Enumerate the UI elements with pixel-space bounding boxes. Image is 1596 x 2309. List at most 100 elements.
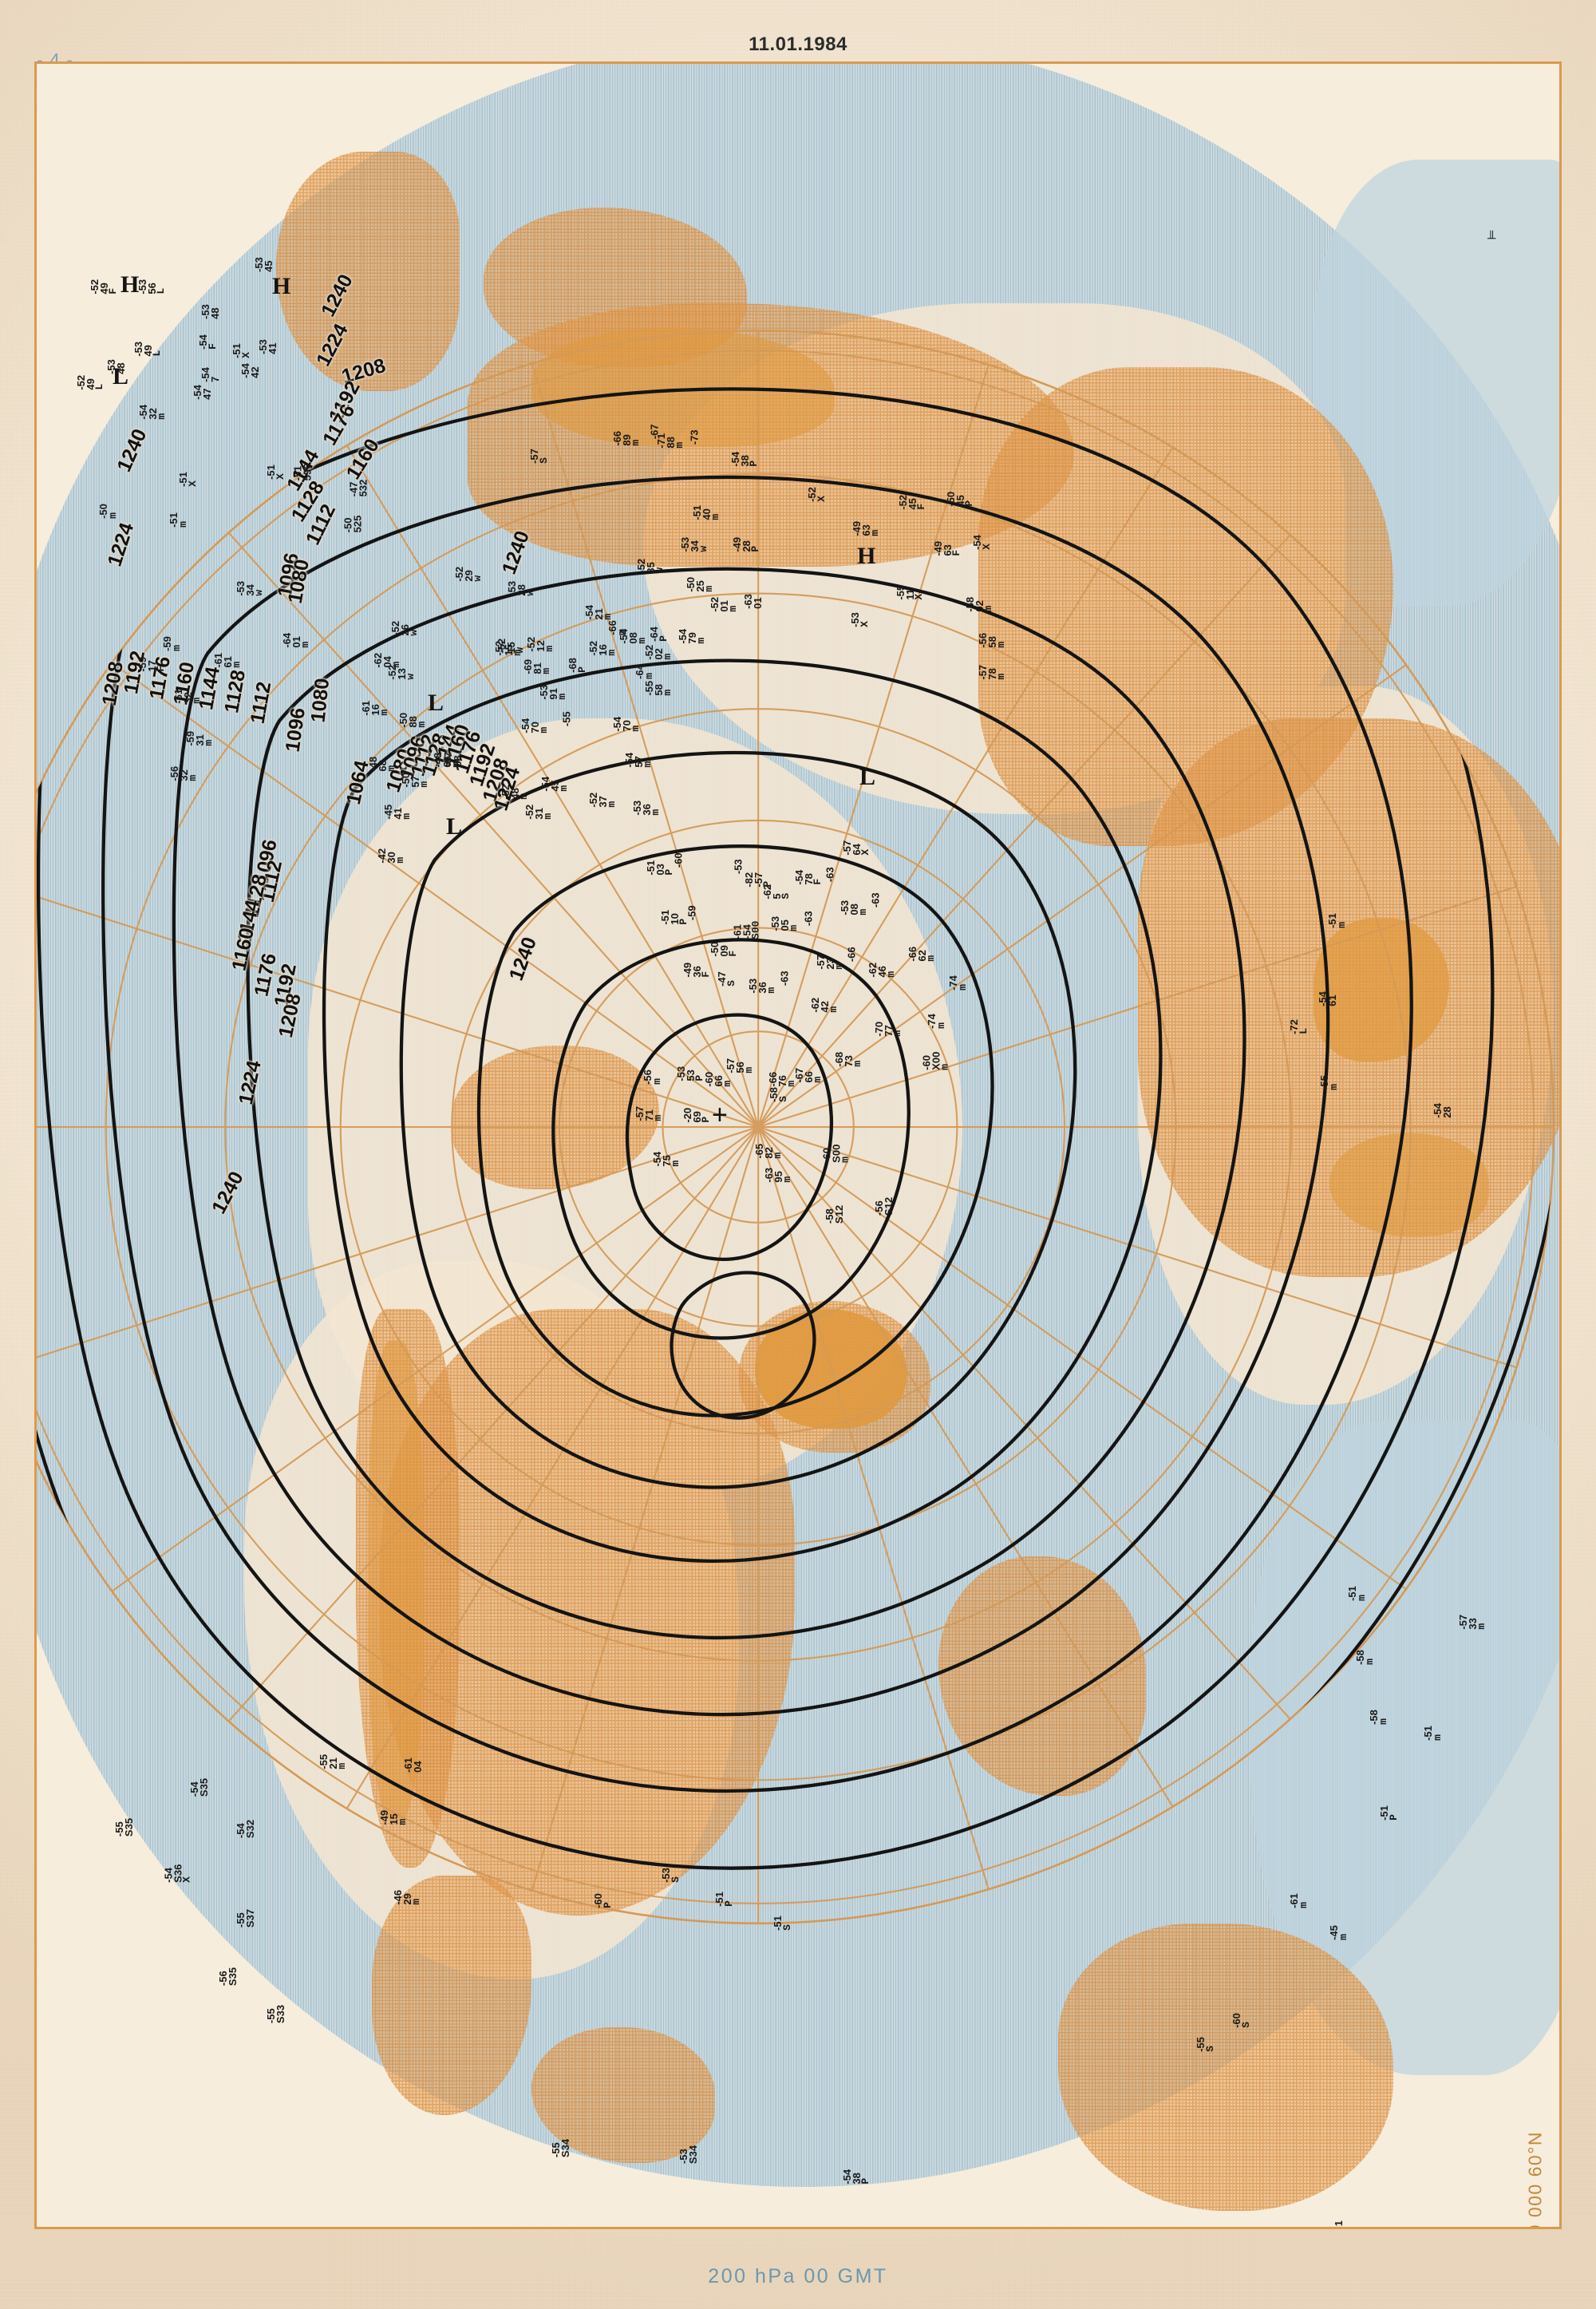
station-plot: -54 79 m: [677, 629, 707, 644]
station-plot: -51 S: [772, 1916, 793, 1931]
station-plot: -57 S: [528, 449, 550, 464]
station-plot: -57 78 m: [977, 665, 1007, 680]
station-plot: -51 m: [168, 512, 189, 528]
station-plot: -61 16 m: [360, 701, 390, 716]
wind-barb-icon: w: [654, 567, 666, 574]
wind-barb-icon: m: [615, 629, 628, 635]
station-plot: -63 01: [742, 594, 764, 609]
wind-barb-icon: m: [1377, 1718, 1389, 1725]
station-plot: -59: [685, 905, 698, 921]
station-plot: -54 57 m: [623, 753, 654, 768]
station-plot: -74 m: [947, 975, 969, 990]
land-mexico-hatch: [372, 1876, 531, 2115]
station-plot: -66 76 m: [767, 1072, 797, 1087]
station-plot: -64 m: [634, 664, 655, 679]
wind-barb-icon: m: [1355, 1595, 1368, 1601]
station-plot: -45 m: [1328, 1925, 1349, 1940]
station-plot: -54 S32: [235, 1820, 256, 1838]
wind-barb-icon: m: [630, 439, 642, 446]
station-plot: -74 m: [926, 1014, 947, 1029]
wind-barb-icon: w: [697, 545, 710, 552]
wind-barb-icon: m: [336, 1762, 349, 1769]
station-plot: -62 5 S: [761, 884, 792, 899]
station-plot: -58 m: [1354, 1650, 1376, 1665]
wind-barb-icon: m: [401, 812, 413, 820]
station-plot: -55 S37: [235, 1909, 256, 1927]
station-temperature: -53: [732, 859, 745, 875]
low-pressure-marker: L: [859, 764, 876, 790]
station-plot: -54 70 m: [519, 718, 550, 733]
station-height: 42: [248, 366, 261, 378]
wind-barb-icon: m: [956, 984, 969, 990]
station-plot: -49 15 m: [378, 1810, 409, 1825]
station-plot: -54 21 m: [583, 605, 614, 620]
station-plot: -54 61: [1317, 991, 1338, 1006]
station-plot: -42 30 m: [376, 848, 406, 864]
wind-barb-icon: m: [703, 585, 716, 592]
station-plot: -51 X: [265, 465, 286, 480]
wind-barb-icon: X: [180, 1876, 193, 1883]
station-plot: -71 88 m: [655, 433, 685, 449]
station-plot: -53 91 m: [538, 685, 568, 700]
wind-barb-icon: m: [938, 1064, 951, 1070]
wind-barb-icon: P: [575, 666, 588, 673]
station-plot: -45 41 m: [382, 805, 413, 820]
station-plot: -52 X: [806, 487, 828, 502]
station-plot: -52 37 m: [587, 793, 618, 808]
land-central-america-hatch: [531, 2027, 715, 2163]
station-plot: -54 38 P: [841, 2169, 871, 2184]
station-plot: -66 62 m: [907, 947, 938, 962]
contour-label: 1240: [316, 271, 358, 321]
wind-barb-icon: m: [418, 781, 431, 788]
station-plot: -69 81 m: [522, 659, 552, 674]
station-plot: -66 89 m: [611, 431, 642, 446]
station-plot: -63: [824, 867, 836, 882]
wind-barb-icon: S00: [749, 920, 762, 939]
wind-barb-icon: m: [743, 1066, 756, 1073]
high-pressure-marker: H: [272, 273, 291, 299]
station-plot: -58 m: [1368, 1710, 1389, 1725]
land-arabia-core: [1329, 1133, 1489, 1237]
land-india-core: [1314, 918, 1449, 1062]
station-plot: -55 58 m: [643, 681, 674, 696]
wind-barb-icon: m: [106, 512, 119, 519]
station-plot: -53 08 m: [839, 900, 869, 915]
station-plot: -61s: [1333, 2220, 1353, 2227]
wind-barb-icon: m: [925, 955, 938, 962]
wind-barb-icon: m: [642, 673, 655, 679]
station-height: 48: [208, 307, 221, 319]
wind-barb-icon: w: [253, 589, 266, 596]
contour-label: 1224: [234, 1058, 266, 1107]
station-plot: -51 m: [1422, 1726, 1444, 1741]
contour-label: 1224: [311, 320, 353, 370]
station-plot: -51 40 m: [691, 505, 721, 520]
wind-barb-icon: m: [650, 809, 662, 816]
station-plot: -55 21 m: [318, 1754, 349, 1769]
station-plot: -64 01 m: [281, 633, 311, 648]
station-plot: -53 56 L: [136, 279, 167, 295]
station-plot: -60 S00 m: [820, 1145, 851, 1163]
wind-barb-icon: P: [1387, 1814, 1400, 1821]
station-height: 525: [350, 515, 363, 533]
land-siberia-core: [531, 327, 835, 447]
station-plot: -57 56 m: [725, 1058, 756, 1073]
wind-barb-icon: ⊨: [1485, 229, 1499, 240]
wind-barb-icon: X: [239, 352, 252, 358]
wind-barb-icon: S: [725, 980, 737, 986]
station-plot: -53 34 w: [235, 581, 266, 596]
station-plot: -20 69 P: [681, 1108, 712, 1123]
station-plot: -64 P: [648, 627, 670, 642]
station-plot: -52 31 m: [523, 805, 554, 820]
station-height: 61: [1325, 994, 1338, 1006]
station-plot: -54 38 P: [729, 452, 760, 467]
station-temperature: -59: [685, 905, 698, 921]
station-height: S35: [122, 1817, 135, 1837]
contour-label: 1096: [281, 706, 310, 753]
station-plot: -48 68 m: [367, 757, 397, 772]
wind-barb-icon: P: [693, 1074, 706, 1081]
station-plot: -50 m: [97, 504, 119, 519]
station-plot: -65 82 m: [753, 1144, 784, 1159]
wind-barb-icon: F: [206, 343, 219, 350]
station-plot: -54 S35: [188, 1778, 210, 1797]
station-plot: -60 66 m: [703, 1072, 733, 1087]
